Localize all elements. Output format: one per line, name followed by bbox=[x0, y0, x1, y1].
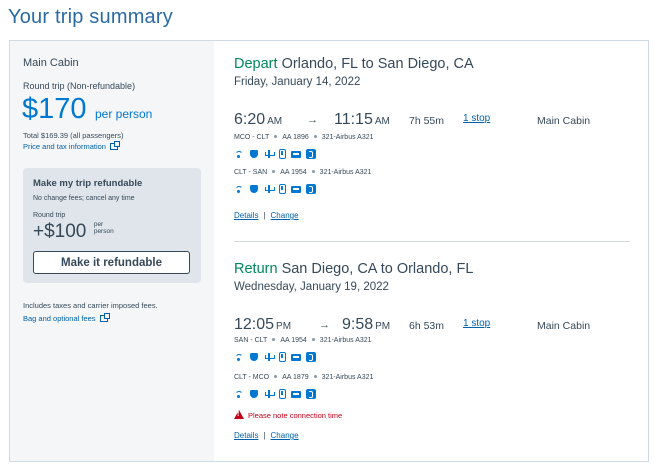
shield-icon bbox=[250, 185, 258, 193]
slice-route: San Diego, CA to Orlando, FL bbox=[281, 261, 474, 277]
make-refundable-button[interactable]: Make it refundable bbox=[33, 251, 190, 274]
segment-info: CLT - MCO AA 1879 321-Airbus A321 bbox=[234, 374, 374, 381]
flight-times: 12:05 PM → 9:58 PM 6h 53m 1 stop Main Cabi… bbox=[234, 316, 634, 338]
trip-type: Round trip (Non-refundable) bbox=[23, 81, 136, 91]
cabin-name: Main Cabin bbox=[23, 57, 79, 69]
cabin-class: Main Cabin bbox=[537, 115, 591, 127]
warning-icon bbox=[234, 410, 244, 419]
connection-warning: Please note connection time bbox=[234, 410, 342, 420]
app-icon bbox=[306, 352, 316, 362]
video-icon bbox=[291, 186, 301, 193]
refund-per-person: per person bbox=[93, 221, 114, 235]
arrival-time: 11:15 AM bbox=[334, 111, 390, 128]
slice-direction: Return bbox=[234, 261, 278, 277]
bag-fees-label: Bag and optional fees bbox=[23, 314, 96, 323]
per-person-label: per person bbox=[94, 107, 153, 121]
usb-power-icon bbox=[264, 389, 275, 399]
details-link[interactable]: Details bbox=[234, 211, 259, 220]
refund-round-trip: Round trip bbox=[33, 212, 66, 219]
refund-price: +$100 per person bbox=[33, 221, 122, 243]
total-price: Total $169.39 (all passengers) bbox=[23, 131, 124, 140]
flight-times: 6:20 AM → 11:15 AM 7h 55m 1 stop Main Cabi… bbox=[234, 111, 634, 133]
duration: 7h 55m bbox=[409, 115, 445, 127]
departure-time: 6:20 AM bbox=[234, 111, 283, 128]
wifi-icon bbox=[234, 184, 244, 194]
shield-icon bbox=[250, 353, 258, 361]
segment-info: SAN - CLT AA 1954 321-Airbus A321 bbox=[234, 337, 372, 344]
refund-title: Make my trip refundable bbox=[33, 178, 143, 189]
amenities bbox=[234, 149, 321, 161]
shield-icon bbox=[250, 150, 258, 158]
refund-amount: +$100 bbox=[33, 221, 87, 242]
slice-date: Wednesday, January 19, 2022 bbox=[234, 281, 389, 293]
app-icon bbox=[306, 184, 316, 194]
external-link-icon bbox=[99, 313, 110, 322]
taxes-note: Includes taxes and carrier imposed fees. bbox=[23, 301, 158, 310]
arrow-icon: → bbox=[319, 319, 330, 331]
usb-power-icon bbox=[264, 184, 275, 194]
segment-info: CLT - SAN AA 1954 321-Airbus A321 bbox=[234, 169, 372, 176]
shield-icon bbox=[250, 390, 258, 398]
refundable-upsell: Make my trip refundable No change fees; … bbox=[23, 168, 201, 283]
wifi-icon bbox=[234, 149, 244, 159]
phone-icon bbox=[279, 184, 286, 194]
trip-summary-card: Main Cabin Round trip (Non-refundable) $… bbox=[9, 40, 649, 462]
slice-actions: Details | Change bbox=[234, 431, 299, 440]
slice-route: Orlando, FL to San Diego, CA bbox=[281, 56, 474, 72]
stops-link[interactable]: 1 stop bbox=[463, 318, 491, 329]
change-link[interactable]: Change bbox=[270, 431, 299, 440]
arrow-icon: → bbox=[307, 114, 318, 126]
change-link[interactable]: Change bbox=[270, 211, 299, 220]
phone-icon bbox=[279, 352, 286, 362]
video-icon bbox=[291, 391, 301, 398]
details-link[interactable]: Details bbox=[234, 431, 259, 440]
page-title: Your trip summary bbox=[8, 6, 173, 28]
price-row: $170 per person bbox=[22, 93, 152, 126]
bag-fees-link[interactable]: Bag and optional fees bbox=[23, 313, 110, 323]
price-tax-info-label: Price and tax information bbox=[23, 142, 106, 151]
cabin-class: Main Cabin bbox=[537, 320, 591, 332]
app-icon bbox=[306, 389, 316, 399]
amenities bbox=[234, 352, 321, 364]
price-tax-info-link[interactable]: Price and tax information bbox=[23, 141, 121, 151]
itinerary-panel: Depart Orlando, FL to San Diego, CA Frid… bbox=[214, 41, 648, 461]
wifi-icon bbox=[234, 389, 244, 399]
phone-icon bbox=[279, 149, 286, 159]
app-icon bbox=[306, 149, 316, 159]
arrival-time: 9:58 PM bbox=[342, 316, 391, 333]
usb-power-icon bbox=[264, 149, 275, 159]
video-icon bbox=[291, 151, 301, 158]
price-summary-panel: Main Cabin Round trip (Non-refundable) $… bbox=[10, 41, 214, 461]
segment-info: MCO - CLT AA 1896 321-Airbus A321 bbox=[234, 134, 374, 141]
refund-subtitle: No change fees; cancel any time bbox=[33, 195, 135, 202]
amenities bbox=[234, 184, 321, 196]
stops-link[interactable]: 1 stop bbox=[463, 113, 491, 124]
slice-date: Friday, January 14, 2022 bbox=[234, 76, 361, 88]
phone-icon bbox=[279, 389, 286, 399]
slice-actions: Details | Change bbox=[234, 211, 299, 220]
video-icon bbox=[291, 354, 301, 361]
departure-time: 12:05 PM bbox=[234, 316, 292, 333]
amenities bbox=[234, 389, 321, 401]
slice-divider bbox=[234, 241, 630, 242]
price-per-person: $170 bbox=[22, 93, 87, 125]
return-slice: Return San Diego, CA to Orlando, FL Wedn… bbox=[234, 261, 634, 456]
slice-title: Depart Orlando, FL to San Diego, CA bbox=[234, 56, 634, 72]
duration: 6h 53m bbox=[409, 320, 445, 332]
usb-power-icon bbox=[264, 352, 275, 362]
slice-direction: Depart bbox=[234, 56, 278, 72]
slice-title: Return San Diego, CA to Orlando, FL bbox=[234, 261, 634, 277]
external-link-icon bbox=[110, 141, 121, 150]
depart-slice: Depart Orlando, FL to San Diego, CA Frid… bbox=[234, 56, 634, 226]
wifi-icon bbox=[234, 352, 244, 362]
